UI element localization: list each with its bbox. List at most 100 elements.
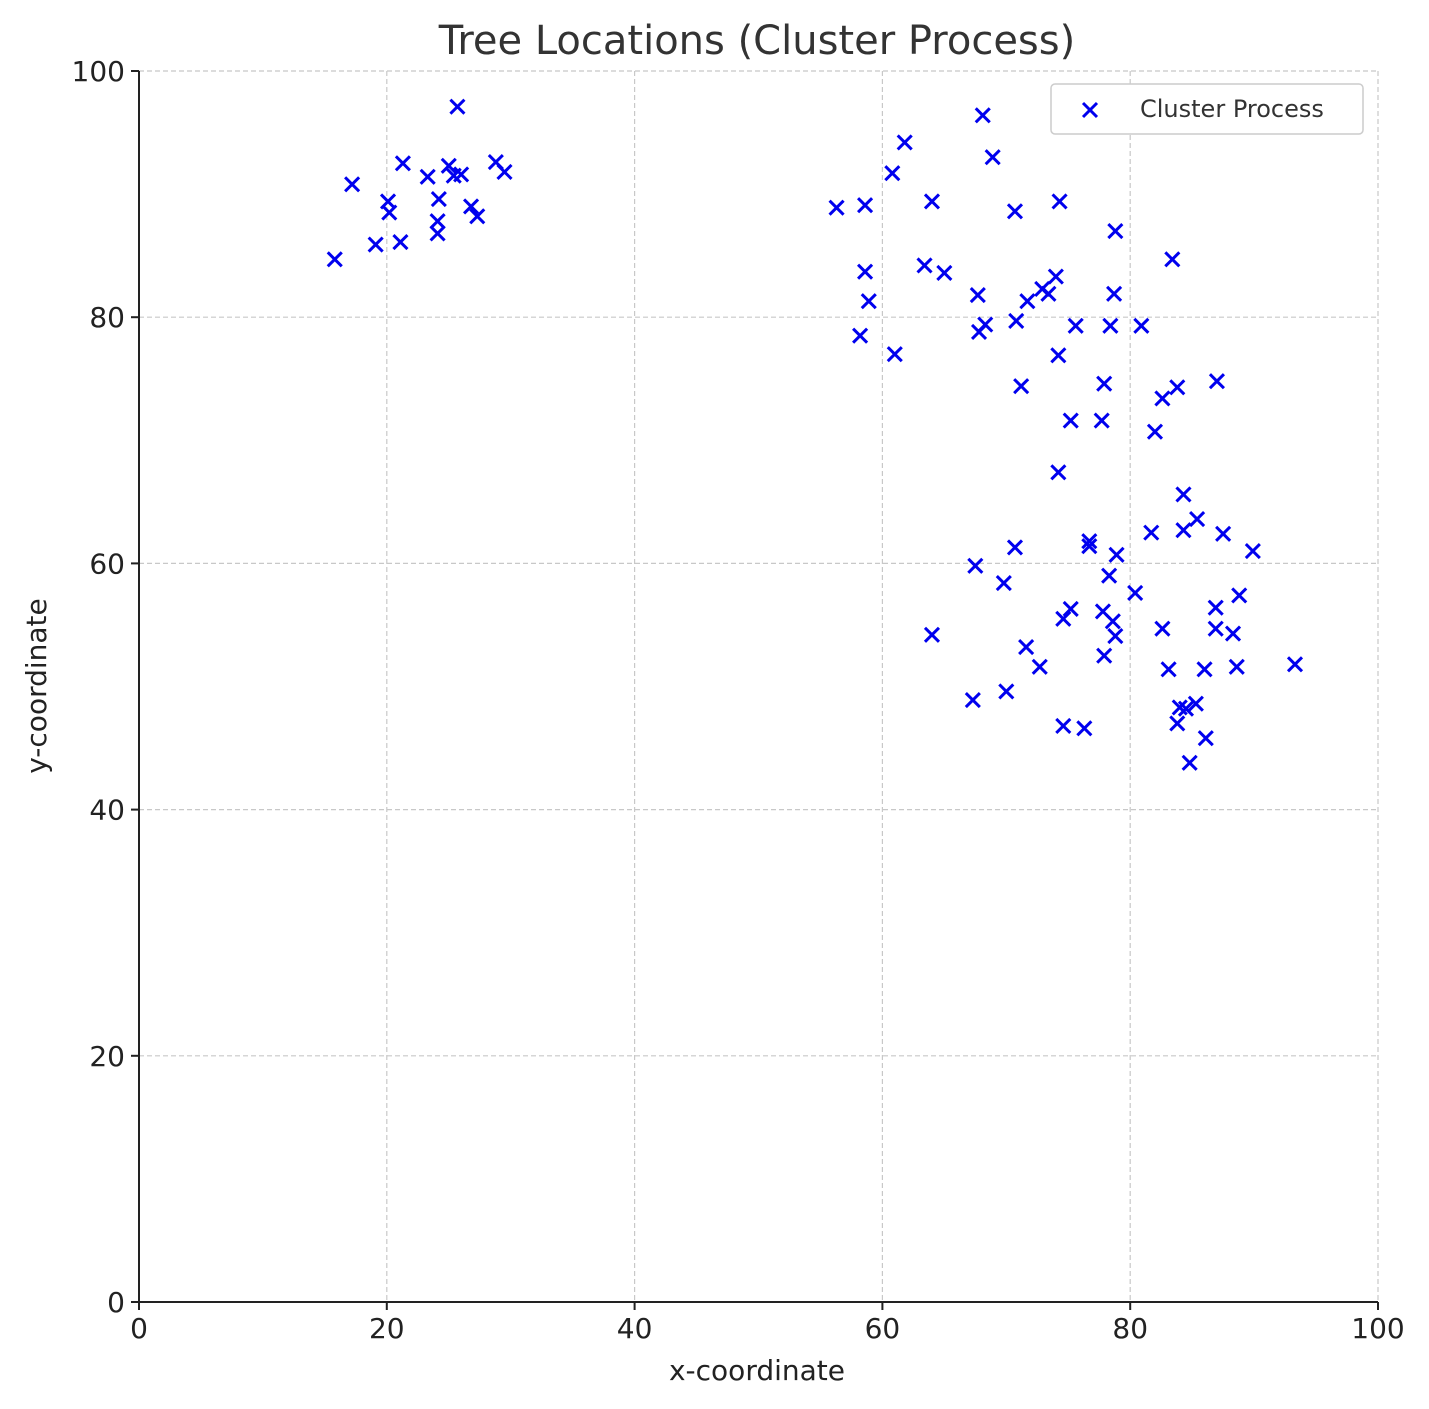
- marker-stroke: [1244, 543, 1261, 560]
- marker-stroke: [1081, 538, 1098, 555]
- data-point: [1018, 639, 1035, 656]
- marker-stroke: [1101, 567, 1118, 584]
- data-point: [469, 208, 486, 225]
- marker-stroke: [1051, 193, 1068, 210]
- marker-stroke: [469, 208, 486, 225]
- data-point: [1051, 193, 1068, 210]
- data-point: [1224, 625, 1242, 642]
- marker-stroke: [1196, 661, 1213, 678]
- data-point: [1081, 538, 1098, 555]
- marker-stroke: [1224, 625, 1242, 642]
- data-point: [430, 190, 447, 208]
- marker-stroke: [429, 213, 446, 230]
- marker-stroke: [856, 197, 874, 214]
- grid-layer: [138, 70, 1379, 1303]
- marker-stroke: [860, 293, 877, 310]
- marker-stroke: [1081, 533, 1098, 550]
- marker-stroke: [974, 107, 991, 124]
- marker-stroke: [1286, 656, 1304, 673]
- marker-stroke: [923, 193, 941, 210]
- data-point: [860, 293, 877, 310]
- data-point: [1154, 620, 1171, 637]
- chart-title: Tree Locations (Cluster Process): [438, 18, 1075, 64]
- marker-stroke: [1154, 390, 1171, 407]
- marker-stroke: [828, 199, 845, 216]
- marker-stroke: [1133, 317, 1150, 334]
- marker-stroke: [392, 234, 409, 251]
- marker-stroke: [1006, 539, 1024, 556]
- marker-stroke: [967, 557, 984, 574]
- x-axis-label: x-coordinate: [669, 1354, 845, 1387]
- marker-stroke: [1154, 620, 1171, 637]
- marker-stroke: [1187, 695, 1204, 712]
- legend-label: Cluster Process: [1140, 95, 1324, 123]
- y-tick-label: 40: [89, 794, 125, 827]
- marker-stroke: [1175, 486, 1192, 503]
- ticks-layer: 0 20 40 60 80 100 0 20 40 60 80 100: [72, 55, 1405, 1345]
- marker-stroke: [1096, 647, 1113, 664]
- marker-stroke: [1062, 412, 1079, 429]
- y-axis-label: y-coordinate: [20, 598, 53, 774]
- data-point: [1196, 661, 1213, 678]
- data-point: [967, 557, 984, 574]
- marker-stroke: [419, 168, 436, 185]
- data-point: [1081, 533, 1098, 550]
- marker-stroke: [1102, 317, 1119, 334]
- data-point: [969, 286, 986, 304]
- data-point: [1050, 347, 1067, 364]
- data-point: [977, 316, 994, 333]
- marker-stroke: [923, 626, 941, 643]
- data-point: [1076, 720, 1093, 737]
- y-tick-label: 60: [89, 547, 125, 580]
- marker-stroke: [429, 225, 446, 242]
- data-point: [984, 149, 1001, 166]
- data-point: [828, 199, 845, 216]
- legend-box: [1050, 83, 1364, 135]
- data-point: [429, 213, 446, 230]
- marker-stroke: [916, 257, 933, 274]
- marker-stroke: [1040, 285, 1057, 302]
- data-point: [449, 98, 466, 115]
- marker-stroke: [1062, 600, 1079, 618]
- marker-stroke: [896, 134, 913, 151]
- data-point: [381, 204, 398, 221]
- data-point: [429, 225, 446, 242]
- x-tick-label: 100: [1351, 1312, 1404, 1345]
- marker-stroke: [995, 575, 1012, 592]
- x-tick-label: 20: [369, 1312, 405, 1345]
- marker-stroke: [1019, 293, 1036, 310]
- marker-stroke: [449, 98, 466, 115]
- marker-stroke: [1197, 730, 1214, 747]
- data-point: [367, 236, 384, 253]
- data-point: [1207, 599, 1224, 616]
- marker-stroke: [381, 204, 398, 221]
- data-point: [1197, 730, 1214, 747]
- marker-stroke: [487, 154, 504, 171]
- x-tick-label: 40: [617, 1312, 653, 1345]
- marker-stroke: [1215, 525, 1232, 542]
- data-point: [1286, 656, 1304, 673]
- marker-stroke: [1231, 587, 1248, 604]
- data-point: [923, 626, 941, 643]
- marker-stroke: [884, 165, 901, 182]
- data-point: [1040, 285, 1057, 302]
- marker-stroke: [936, 264, 953, 281]
- marker-stroke: [1107, 627, 1124, 645]
- data-point: [884, 165, 901, 182]
- marker-stroke: [326, 251, 343, 268]
- data-point: [1108, 546, 1125, 563]
- data-point: [1055, 717, 1072, 734]
- marker-stroke: [1160, 661, 1177, 678]
- data-point: [886, 346, 903, 363]
- data-point: [1175, 522, 1192, 539]
- data-point: [453, 166, 470, 183]
- marker-stroke: [1181, 754, 1198, 771]
- marker-stroke: [367, 236, 384, 253]
- data-point: [964, 691, 981, 709]
- y-tick-label: 0: [107, 1286, 125, 1319]
- data-point: [1062, 600, 1079, 618]
- marker-stroke: [1050, 347, 1067, 364]
- data-point: [1050, 464, 1067, 481]
- marker-stroke: [1055, 717, 1072, 734]
